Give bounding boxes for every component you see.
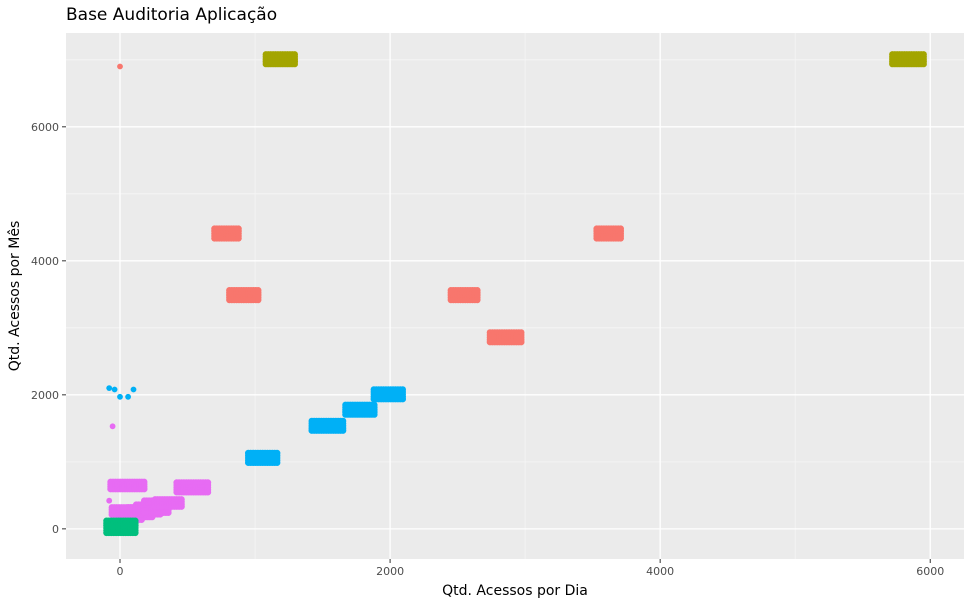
data-point bbox=[165, 509, 172, 516]
data-point bbox=[130, 386, 137, 393]
data-point bbox=[204, 488, 212, 496]
data-point bbox=[125, 393, 131, 400]
data-point bbox=[254, 296, 262, 304]
data-point bbox=[399, 395, 407, 403]
y-tick-label: 6000 bbox=[31, 121, 59, 134]
y-axis-title: Qtd. Acessos por Mês bbox=[7, 221, 23, 371]
data-point bbox=[235, 235, 242, 242]
axis-ticks bbox=[62, 126, 931, 563]
data-point bbox=[371, 411, 378, 418]
data-point bbox=[474, 296, 481, 304]
x-tick-label: 2000 bbox=[376, 565, 404, 578]
data-point bbox=[140, 485, 148, 493]
data-point bbox=[111, 386, 118, 393]
major-gridlines bbox=[66, 33, 964, 559]
x-tick-label: 0 bbox=[117, 565, 124, 578]
data-point bbox=[339, 427, 347, 434]
data-point bbox=[291, 60, 299, 68]
data-point bbox=[117, 63, 123, 70]
y-tick-label: 0 bbox=[52, 523, 59, 536]
y-tick-label: 4000 bbox=[31, 255, 59, 268]
tick-labels: 0 2000 4000 6000 0 2000 4000 6000 bbox=[31, 121, 944, 578]
data-point bbox=[273, 459, 281, 467]
data-point bbox=[517, 338, 525, 346]
data-point bbox=[617, 235, 624, 242]
data-point bbox=[132, 529, 139, 537]
data-points bbox=[103, 51, 927, 537]
x-tick-label: 6000 bbox=[916, 565, 944, 578]
chart-title: Base Auditoria Aplicação bbox=[66, 5, 277, 25]
data-point bbox=[109, 423, 116, 430]
data-point bbox=[178, 503, 185, 510]
x-tick-label: 4000 bbox=[646, 565, 674, 578]
y-tick-label: 2000 bbox=[31, 389, 59, 402]
data-point bbox=[106, 497, 113, 504]
data-point bbox=[117, 393, 123, 400]
x-axis-title: Qtd. Acessos por Dia bbox=[442, 583, 588, 599]
minor-gridlines bbox=[66, 33, 964, 559]
data-point bbox=[106, 385, 113, 391]
data-point bbox=[920, 60, 927, 68]
plot-panel bbox=[66, 33, 964, 559]
